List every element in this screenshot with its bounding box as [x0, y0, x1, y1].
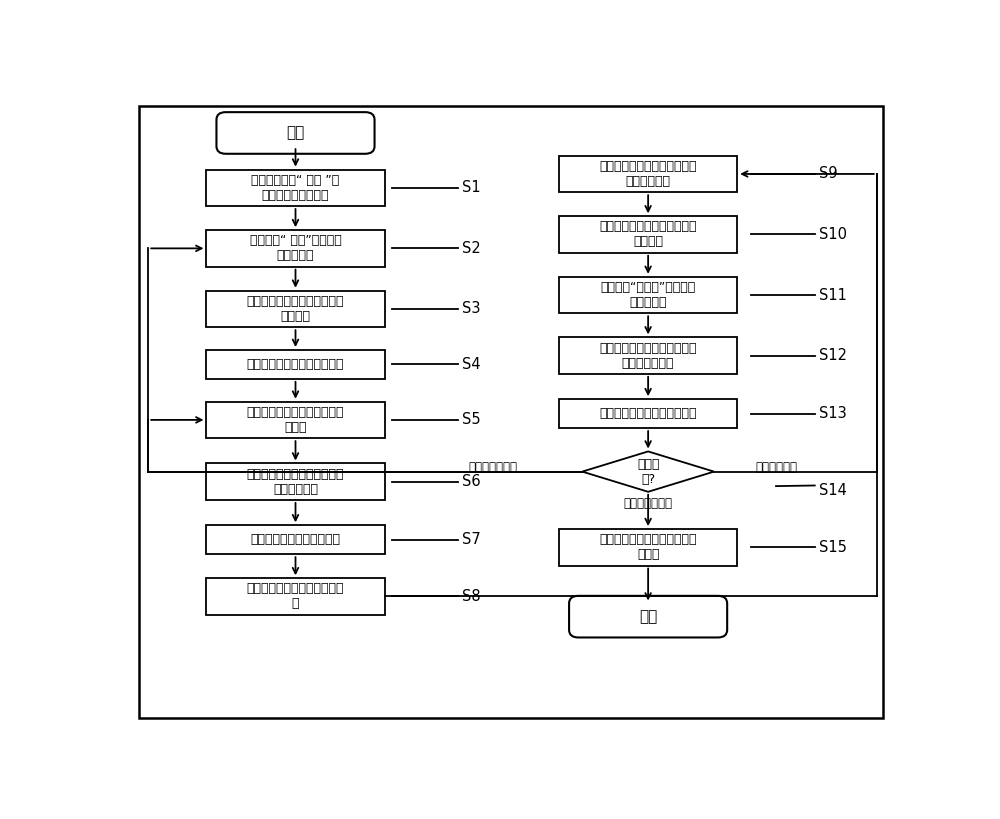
Text: 系统发送“可发送”信号给气
动送样系统: 系统发送“可发送”信号给气 动送样系统 [600, 281, 696, 309]
Polygon shape [582, 451, 714, 491]
FancyBboxPatch shape [569, 596, 727, 637]
Text: 取样完
成?: 取样完 成? [637, 458, 659, 486]
Bar [559, 399, 737, 428]
Text: 自动收发机构打开，送出样品
瓶: 自动收发机构打开，送出样品 瓶 [247, 582, 344, 610]
Text: 总控给出中间容器液位信号: 总控给出中间容器液位信号 [250, 533, 340, 546]
Bar [559, 337, 737, 373]
Text: S15: S15 [819, 540, 846, 554]
Bar [206, 350, 385, 379]
Text: S4: S4 [462, 357, 481, 372]
Text: S3: S3 [462, 301, 481, 316]
Text: S1: S1 [462, 180, 481, 195]
Text: 分析系统将分析数据发送至总
控系统: 分析系统将分析数据发送至总 控系统 [599, 533, 697, 561]
Text: 开始: 开始 [286, 125, 305, 141]
Text: 结束: 结束 [639, 609, 657, 624]
Text: S2: S2 [462, 241, 481, 256]
Bar [206, 401, 385, 438]
Text: S7: S7 [462, 532, 481, 547]
Text: 气动送样系统给出已送达信号: 气动送样系统给出已送达信号 [599, 407, 697, 420]
Text: 全部批次未完成: 全部批次未完成 [624, 496, 673, 509]
Text: S14: S14 [819, 483, 846, 498]
Bar [559, 156, 737, 192]
Text: 指定取样工位对应料液循环电
磁阀打开: 指定取样工位对应料液循环电 磁阀打开 [247, 295, 344, 323]
Text: S8: S8 [462, 589, 481, 604]
Text: 取样机械臂将样品瓶送回自动
收发机构: 取样机械臂将样品瓶送回自动 收发机构 [599, 220, 697, 248]
FancyBboxPatch shape [216, 112, 375, 154]
Bar [206, 291, 385, 328]
Bar [206, 525, 385, 554]
Bar [206, 230, 385, 267]
Text: 当前批次未完成: 当前批次未完成 [469, 461, 518, 473]
Text: 气动送样系统将样品瓶发送分
析系统进行分析: 气动送样系统将样品瓶发送分 析系统进行分析 [599, 342, 697, 369]
Text: S9: S9 [819, 166, 837, 182]
Text: S12: S12 [819, 348, 847, 363]
Text: S11: S11 [819, 287, 846, 302]
Bar [559, 529, 737, 566]
Text: 系统反馈阀位信号给总控系统: 系统反馈阀位信号给总控系统 [247, 358, 344, 371]
Text: S13: S13 [819, 406, 846, 421]
Text: 总控系统下达“ 取样 ”信
号，并指定取样工位: 总控系统下达“ 取样 ”信 号，并指定取样工位 [251, 174, 340, 201]
Bar [206, 578, 385, 615]
Text: 当前批次完成: 当前批次完成 [755, 461, 797, 473]
Text: 系统发送可接收信号给气动送
样系统: 系统发送可接收信号给气动送 样系统 [247, 406, 344, 434]
Bar [559, 277, 737, 314]
Text: S5: S5 [462, 413, 481, 428]
Bar [559, 216, 737, 253]
Text: S6: S6 [462, 474, 481, 489]
Text: 取样机械臂动作，抓取样品至
指定工位取样: 取样机械臂动作，抓取样品至 指定工位取样 [599, 160, 697, 188]
Text: 气动送样系统将样品瓶发送至
自动收发机构: 气动送样系统将样品瓶发送至 自动收发机构 [247, 468, 344, 495]
Text: S10: S10 [819, 227, 847, 242]
Bar [206, 464, 385, 500]
Text: 系统发送“ 取样”信号给气
动送样系统: 系统发送“ 取样”信号给气 动送样系统 [250, 234, 341, 262]
Bar [206, 170, 385, 206]
